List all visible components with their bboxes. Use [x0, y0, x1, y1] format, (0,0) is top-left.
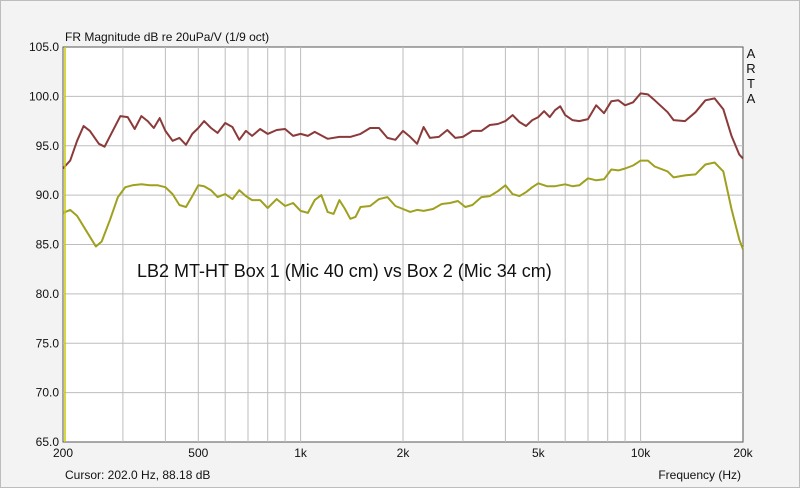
side-letter: T: [747, 76, 755, 91]
y-axis-ticks: 65.0 70.0 75.0 80.0 85.0 90.0 95.0 100.0 105.0: [29, 40, 59, 449]
x-tick-label: 20k: [733, 446, 753, 460]
y-tick-label: 105.0: [29, 40, 59, 54]
grid-lines: [63, 47, 743, 442]
x-tick-label: 500: [188, 446, 208, 460]
y-tick-label: 70.0: [36, 386, 60, 400]
side-letter: R: [746, 61, 755, 76]
side-letter: A: [747, 46, 756, 61]
x-axis-ticks: 200 500 1k 2k 5k 10k 20k: [53, 446, 754, 460]
y-tick-label: 80.0: [36, 287, 60, 301]
chart-annotation: LB2 MT-HT Box 1 (Mic 40 cm) vs Box 2 (Mi…: [137, 261, 552, 281]
y-tick-label: 90.0: [36, 188, 60, 202]
y-tick-label: 100.0: [29, 89, 59, 103]
side-letter: A: [747, 91, 756, 106]
y-tick-label: 85.0: [36, 238, 60, 252]
series-line-1: [62, 92, 744, 170]
x-axis-label: Frequency (Hz): [658, 468, 741, 482]
y-tick-label: 65.0: [36, 435, 60, 449]
series-line-2: [62, 159, 744, 250]
chart-title: FR Magnitude dB re 20uPa/V (1/9 oct): [65, 30, 269, 44]
y-tick-label: 95.0: [36, 139, 60, 153]
y-tick-label: 75.0: [36, 336, 60, 350]
x-tick-label: 1k: [294, 446, 308, 460]
cursor-readout: Cursor: 202.0 Hz, 88.18 dB: [65, 468, 210, 482]
x-tick-label: 2k: [397, 446, 411, 460]
x-tick-label: 5k: [532, 446, 546, 460]
x-tick-label: 10k: [631, 446, 651, 460]
x-tick-label: 200: [53, 446, 73, 460]
series-layer: [62, 47, 744, 442]
